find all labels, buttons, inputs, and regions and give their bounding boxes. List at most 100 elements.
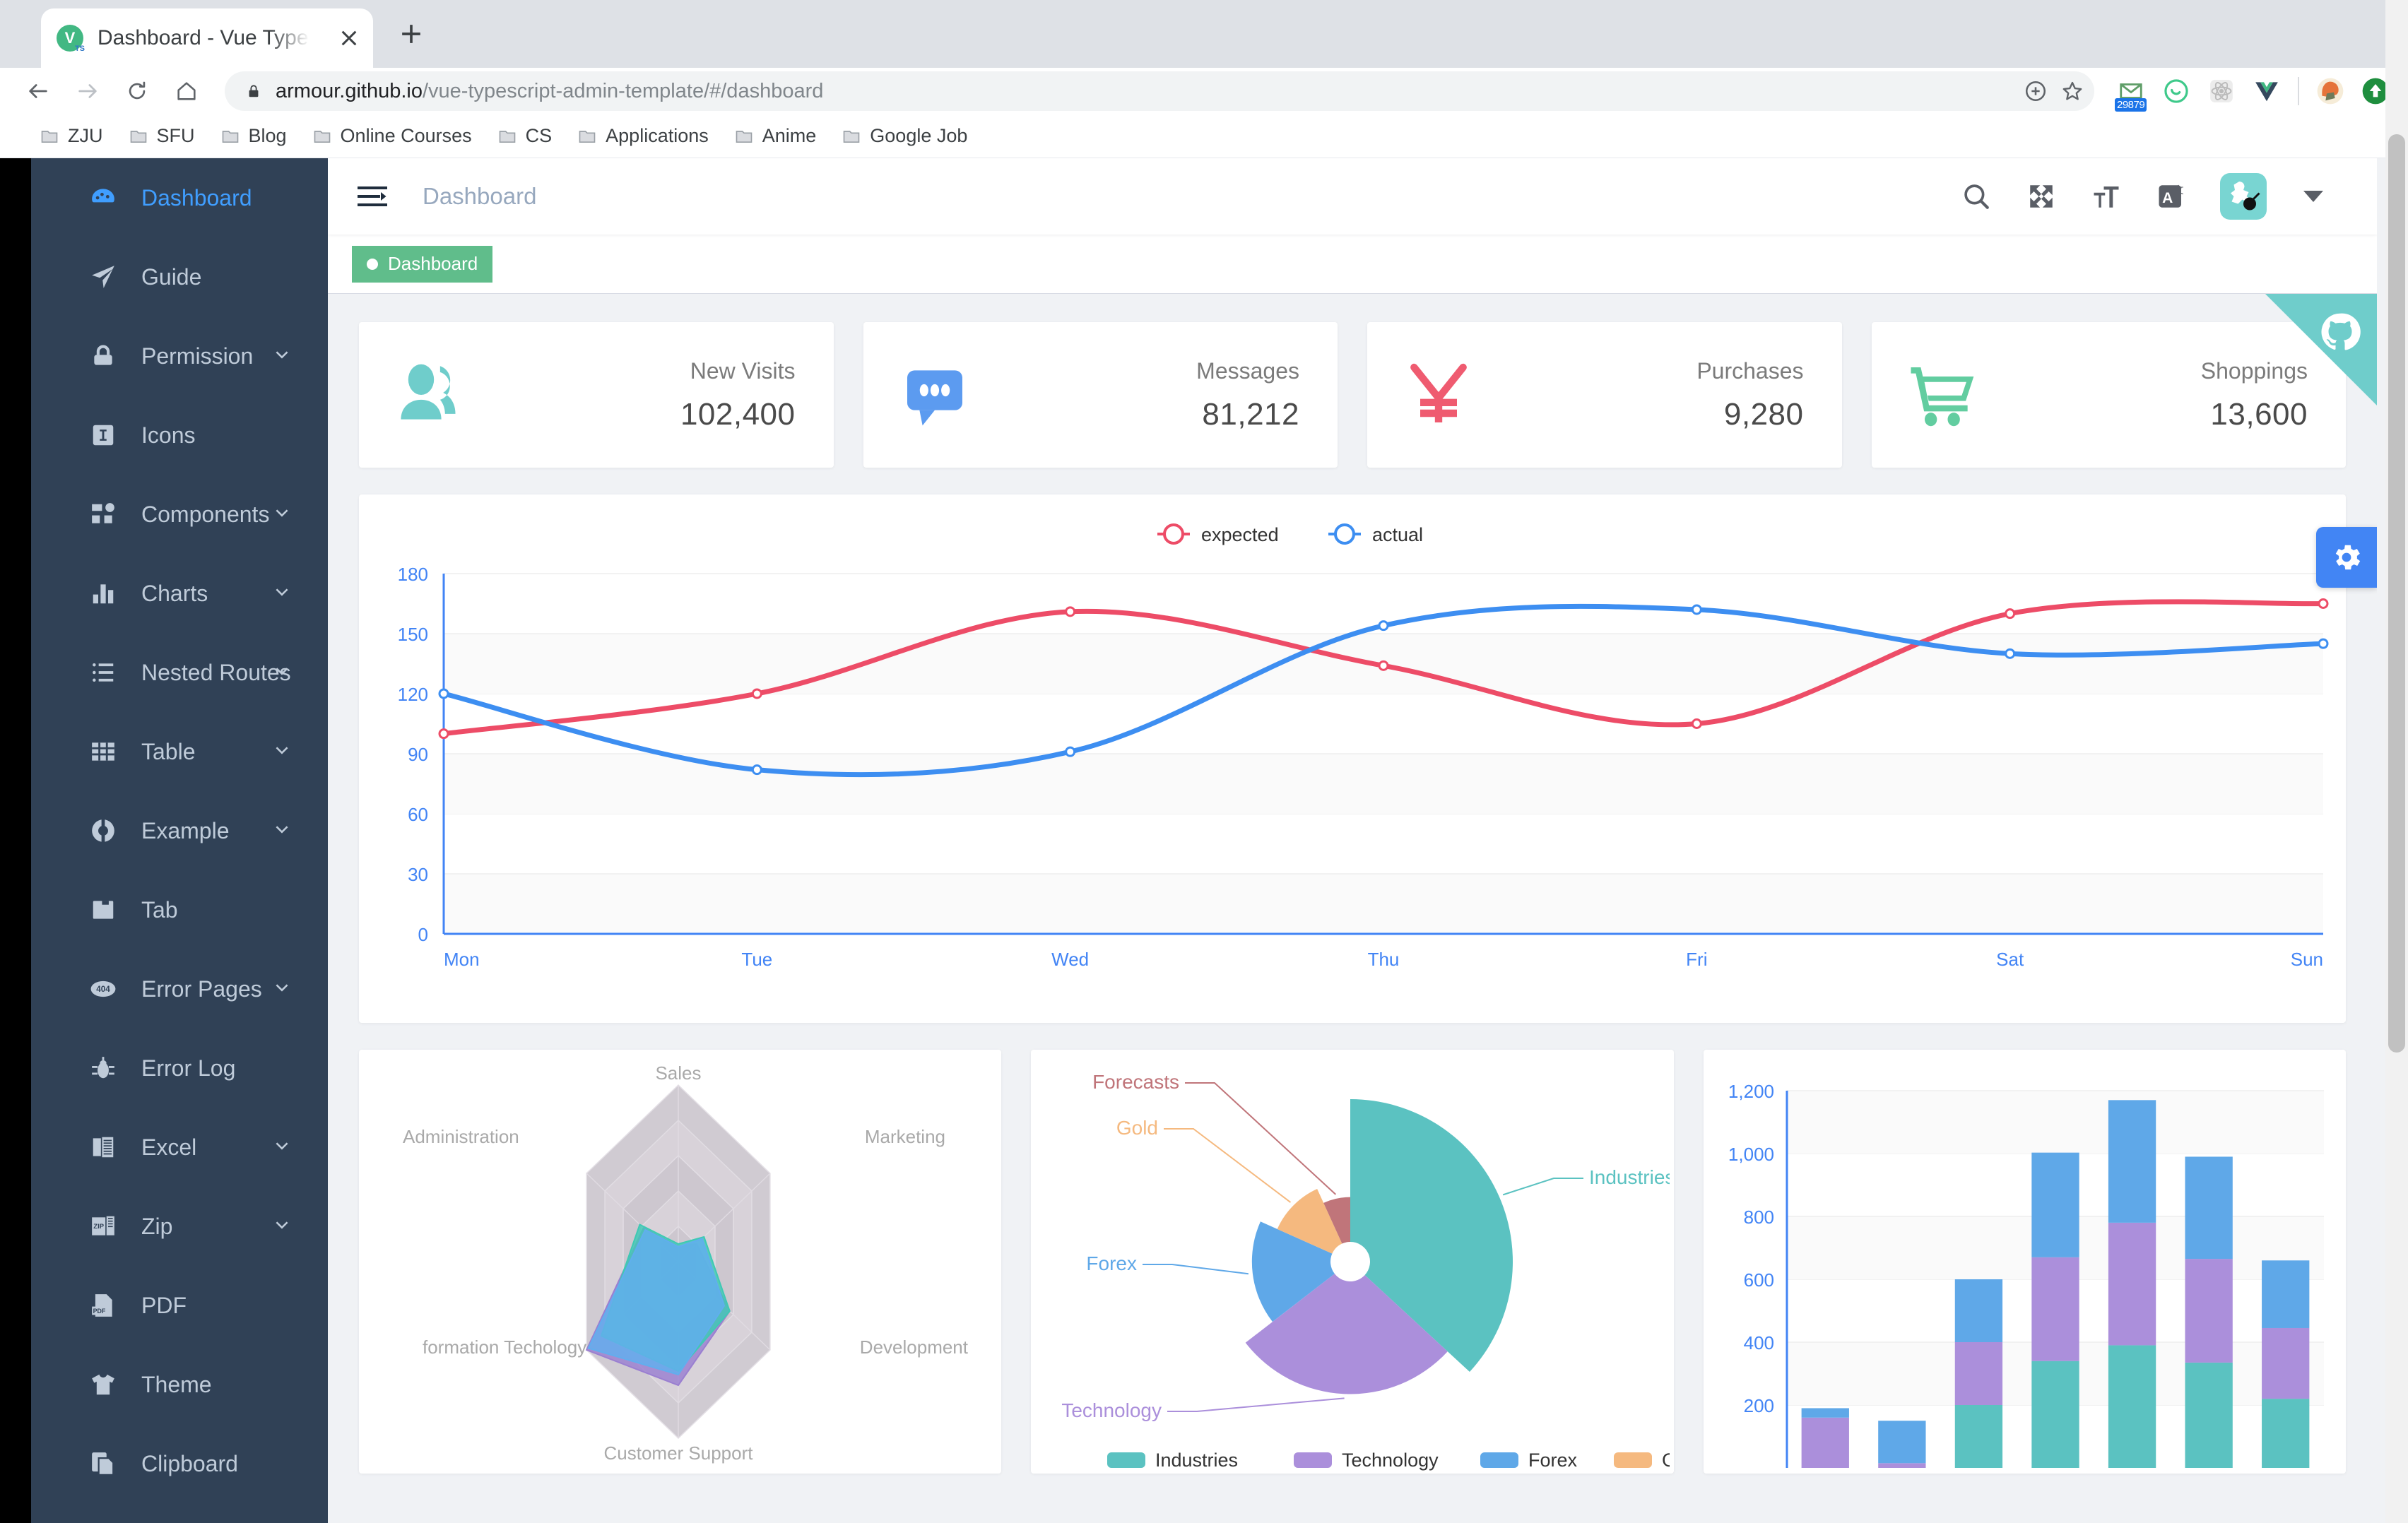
bookmark-item[interactable]: Blog [212, 121, 295, 151]
tag-item-dashboard[interactable]: Dashboard [352, 245, 493, 283]
svg-text:Thu: Thu [1368, 949, 1400, 970]
user-avatar[interactable] [2220, 173, 2267, 220]
add-to-desktop-icon[interactable] [2024, 79, 2048, 103]
new-tab-button[interactable] [396, 18, 427, 49]
bookmark-item[interactable]: CS [489, 121, 561, 151]
sidebar-item-error-log[interactable]: Error Log [31, 1029, 328, 1108]
green-circle-extension-icon[interactable] [2162, 77, 2190, 105]
chevron-down-icon[interactable] [273, 1216, 291, 1238]
profile-avatar[interactable] [2316, 77, 2344, 105]
ribbon-triangle [2265, 294, 2377, 405]
dashboard-icon [86, 184, 120, 211]
viewport-left-gutter [0, 158, 31, 1523]
line-chart[interactable]: expected actual 0 30 60 90 120 150 180 Mon Tue Wed T… [359, 510, 2335, 1005]
fullscreen-icon[interactable] [2025, 180, 2058, 213]
pie-chart-panel: Industries Technology Forex Gold Forecasts In… [1031, 1050, 1674, 1474]
breadcrumb[interactable]: Dashboard [423, 183, 537, 209]
sidebar-item-label: Clipboard [141, 1450, 238, 1476]
tab-folder-icon [86, 896, 120, 923]
sidebar-item-label: Excel [141, 1134, 197, 1160]
bookmark-item[interactable]: Applications [569, 121, 717, 151]
chevron-down-icon[interactable] [273, 662, 291, 684]
folder-icon [222, 130, 238, 143]
hamburger-collapse-icon[interactable] [356, 180, 389, 213]
folder-icon [736, 130, 752, 143]
sidebar-item-table[interactable]: Table [31, 712, 328, 791]
sidebar-item-permission[interactable]: Permission [31, 316, 328, 396]
sidebar-item-nested-routes[interactable]: Nested Routes [31, 633, 328, 712]
folder-icon [499, 130, 515, 143]
sidebar-item-theme[interactable]: Theme [31, 1345, 328, 1424]
sidebar-item-pdf[interactable]: PDF PDF [31, 1266, 328, 1345]
sidebar-item-example[interactable]: Example [31, 791, 328, 870]
react-devtools-icon[interactable] [2207, 77, 2236, 105]
chevron-down-icon[interactable] [273, 820, 291, 842]
github-corner-ribbon[interactable] [2265, 294, 2377, 405]
sidebar-item-dashboard[interactable]: Dashboard [31, 158, 328, 237]
sidebar-item-error-pages[interactable]: 404 Error Pages [31, 949, 328, 1029]
scrollbar-thumb[interactable] [2388, 134, 2405, 1053]
sidebar-item-zip[interactable]: ZIP Zip [31, 1187, 328, 1266]
tag-dot-icon [367, 258, 378, 270]
settings-fab-button[interactable] [2316, 527, 2377, 588]
sidebar-item-clipboard[interactable]: Clipboard [31, 1424, 328, 1503]
bookmark-item[interactable]: Anime [726, 121, 825, 151]
chevron-down-icon[interactable] [273, 583, 291, 605]
tab-title: Dashboard - Vue Typescript Ad [98, 26, 309, 49]
close-icon[interactable] [338, 27, 360, 49]
lock-icon [249, 85, 259, 97]
bookmark-item[interactable]: SFU [120, 121, 203, 151]
sidebar-item-excel[interactable]: Excel [31, 1108, 328, 1187]
chevron-down-icon[interactable] [273, 741, 291, 763]
font-size-icon[interactable] [2090, 180, 2123, 213]
chevron-down-icon[interactable] [273, 978, 291, 1000]
chevron-down-icon[interactable] [273, 504, 291, 526]
bar-chart[interactable]: 200 400 600 800 1,000 1,200 [1704, 1050, 2342, 1474]
sidebar-item-charts[interactable]: Charts [31, 554, 328, 633]
bookmark-label: Google Job [870, 125, 968, 146]
sidebar-item-icons[interactable]: Icons [31, 396, 328, 475]
back-arrow-icon[interactable] [18, 71, 58, 111]
update-icon[interactable] [2361, 77, 2390, 105]
browser-toolbar: armour.github.io/vue-typescript-admin-te… [0, 68, 2408, 114]
sidebar-item-guide[interactable]: Guide [31, 237, 328, 316]
pie-chart[interactable]: Industries Technology Forex Gold Forecasts In… [1031, 1050, 1674, 1474]
bar-chart-panel: 200 400 600 800 1,000 1,200 [1703, 1050, 2346, 1474]
address-bar[interactable]: armour.github.io/vue-typescript-admin-te… [225, 71, 2094, 111]
vue-devtools-icon[interactable] [2253, 77, 2281, 105]
folder-icon [314, 130, 330, 143]
sidebar-item-components[interactable]: Components [31, 475, 328, 554]
stat-card-text: New Visits 102,400 [680, 358, 796, 432]
reload-icon[interactable] [117, 71, 157, 111]
forward-arrow-icon[interactable] [68, 71, 107, 111]
home-icon[interactable] [167, 71, 206, 111]
svg-text:Marketing: Marketing [865, 1126, 945, 1147]
bookmark-item[interactable]: Google Job [833, 121, 976, 151]
svg-text:150: 150 [398, 624, 428, 645]
radar-chart[interactable]: Sales Marketing Development Customer Suppor… [359, 1050, 998, 1474]
svg-text:Administration: Administration [403, 1126, 519, 1147]
chevron-down-icon[interactable] [2303, 191, 2323, 202]
svg-text:Tue: Tue [741, 949, 772, 970]
gmail-extension-icon[interactable]: 29879 [2115, 77, 2147, 112]
search-icon[interactable] [1960, 180, 1993, 213]
stat-card-new-visits[interactable]: New Visits 102,400 [359, 322, 834, 468]
chevron-down-icon[interactable] [273, 345, 291, 367]
zip-icon: ZIP [86, 1213, 120, 1240]
svg-text:Forecasts: Forecasts [1092, 1071, 1179, 1093]
stat-card-purchases[interactable]: Purchases 9,280 [1367, 322, 1842, 468]
bookmark-star-icon[interactable] [2060, 79, 2084, 103]
bookmark-label: Blog [248, 125, 287, 146]
svg-text:Mon: Mon [444, 949, 480, 970]
stat-card-messages[interactable]: Messages 81,212 [863, 322, 1338, 468]
svg-text:ZIP: ZIP [93, 1223, 104, 1231]
bookmark-item[interactable]: Online Courses [304, 121, 480, 151]
chevron-down-icon[interactable] [273, 1137, 291, 1158]
page-scrollbar[interactable] [2385, 0, 2408, 1523]
sidebar-item-tab[interactable]: Tab [31, 870, 328, 949]
bookmark-item[interactable]: ZJU [31, 121, 112, 151]
browser-tab[interactable]: V Dashboard - Vue Typescript Ad [41, 8, 373, 68]
bookmark-label: SFU [156, 125, 195, 146]
